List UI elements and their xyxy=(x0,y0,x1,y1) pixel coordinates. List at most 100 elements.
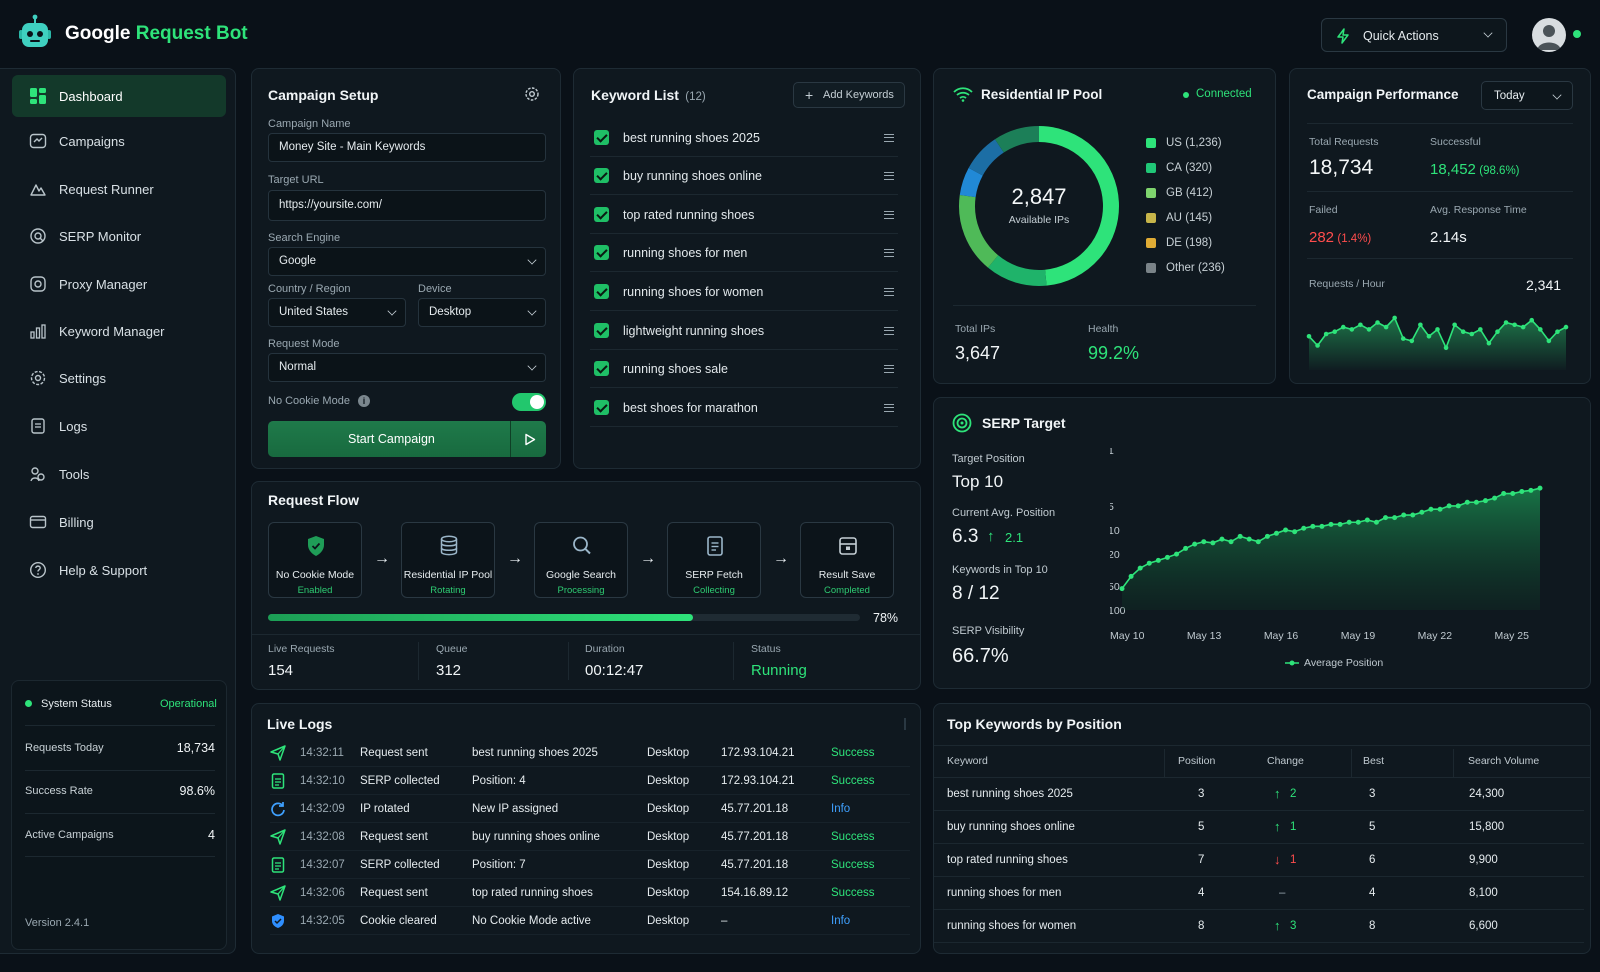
y-tick-label: 5 xyxy=(1110,501,1114,513)
sidebar-item-label: Logs xyxy=(59,418,88,434)
serp-point xyxy=(1237,533,1243,539)
keyword-row[interactable]: running shoes for women xyxy=(590,273,898,311)
sidebar-item-serp-monitor[interactable]: SERP Monitor xyxy=(12,215,226,257)
checkbox[interactable] xyxy=(594,400,609,415)
device-select[interactable]: Desktop xyxy=(418,298,546,327)
table-row[interactable]: running shoes for men 4 – 4 8,100 xyxy=(934,877,1584,910)
y-tick-label: 20 xyxy=(1110,549,1120,561)
log-row[interactable]: 14:32:10 SERP collected Position: 4 Desktop… xyxy=(270,767,910,795)
avatar[interactable] xyxy=(1532,18,1566,52)
logs-scrollbar[interactable] xyxy=(904,718,906,730)
column-header-keyword[interactable]: Keyword xyxy=(947,755,988,767)
checkbox[interactable] xyxy=(594,207,609,222)
checkbox[interactable] xyxy=(594,361,609,376)
add-keywords-button[interactable]: + Add Keywords xyxy=(793,82,905,108)
serp-point xyxy=(1264,533,1270,539)
sidebar-item-settings[interactable]: Settings xyxy=(12,357,226,399)
sidebar-item-tools[interactable]: Tools xyxy=(12,453,226,495)
keywords-top10-value: 8 / 12 xyxy=(952,583,1000,604)
sidebar-item-logs[interactable]: Logs xyxy=(12,405,226,447)
request-flow-title: Request Flow xyxy=(268,492,360,508)
flow-step-google-search[interactable]: Google Search Processing xyxy=(534,522,628,598)
drag-handle-icon[interactable] xyxy=(884,248,894,257)
drag-handle-icon[interactable] xyxy=(884,210,894,219)
table-row[interactable]: buy running shoes online 5 ↑ 1 5 15,800 xyxy=(934,811,1584,844)
keyword-text: running shoes for women xyxy=(623,284,764,299)
table-row[interactable]: running shoes for women 8 ↑ 3 8 6,600 xyxy=(934,910,1584,943)
keyword-row[interactable]: running shoes sale xyxy=(590,350,898,388)
failed-value: 282 xyxy=(1309,229,1335,246)
request-mode-select[interactable]: Normal xyxy=(268,353,546,382)
document-icon xyxy=(270,857,286,876)
sidebar-item-campaigns[interactable]: Campaigns xyxy=(12,120,226,162)
sidebar-item-proxy-manager[interactable]: Proxy Manager xyxy=(12,263,226,305)
sidebar-item-request-runner[interactable]: Request Runner xyxy=(12,168,226,210)
drag-handle-icon[interactable] xyxy=(884,364,894,373)
info-icon[interactable]: i xyxy=(358,395,370,407)
log-row[interactable]: 14:32:09 IP rotated New IP assigned Desktop… xyxy=(270,795,910,823)
keyword-row[interactable]: best shoes for marathon xyxy=(590,389,898,427)
divider xyxy=(25,856,215,857)
sidebar-item-keyword-manager[interactable]: Keyword Manager xyxy=(12,310,226,352)
column-header-change[interactable]: Change xyxy=(1267,755,1304,767)
flow-step-result-save[interactable]: Result Save Completed xyxy=(800,522,894,598)
divider xyxy=(568,642,569,680)
keyword-text: best running shoes 2025 xyxy=(623,130,760,145)
log-row[interactable]: 14:32:06 Request sent top rated running sh… xyxy=(270,879,910,907)
keyword-row[interactable]: running shoes for men xyxy=(590,234,898,272)
table-row[interactable]: best running shoes 2025 3 ↑ 2 3 24,300 xyxy=(934,778,1584,811)
sidebar-item-dashboard[interactable]: Dashboard xyxy=(12,75,226,117)
drag-handle-icon[interactable] xyxy=(884,326,894,335)
log-row[interactable]: 14:32:07 SERP collected Position: 7 Desktop… xyxy=(270,851,910,879)
log-detail: No Cookie Mode active xyxy=(472,915,591,927)
log-device: Desktop xyxy=(647,887,690,899)
target-url-field[interactable]: https://yoursite.com/ xyxy=(268,190,546,221)
total-requests-label: Total Requests xyxy=(1309,136,1379,148)
search-engine-select[interactable]: Google xyxy=(268,247,546,276)
log-time: 14:32:07 xyxy=(300,859,345,871)
keyword-row[interactable]: buy running shoes online xyxy=(590,157,898,195)
checkbox[interactable] xyxy=(594,168,609,183)
avg-response-value: 2.14s xyxy=(1430,229,1467,246)
flow-step-serp-fetch[interactable]: SERP Fetch Collecting xyxy=(667,522,761,598)
sidebar-item-billing[interactable]: Billing xyxy=(12,501,226,543)
start-campaign-button[interactable]: Start Campaign xyxy=(268,421,546,457)
campaign-name-field[interactable]: Money Site - Main Keywords xyxy=(268,133,546,162)
column-header-position[interactable]: Position xyxy=(1178,755,1216,767)
flow-step-no-cookie[interactable]: No Cookie Mode Enabled xyxy=(268,522,362,598)
log-row[interactable]: 14:32:11 Request sent best running shoes 2… xyxy=(270,739,910,767)
country-select[interactable]: United States xyxy=(268,298,406,327)
checkbox[interactable] xyxy=(594,323,609,338)
queue-value: 312 xyxy=(436,662,462,679)
keyword-row[interactable]: lightweight running shoes xyxy=(590,312,898,350)
sparkline-point xyxy=(1520,324,1526,330)
sparkline-point xyxy=(1383,324,1389,330)
column-header-search-volume[interactable]: Search Volume xyxy=(1468,755,1540,767)
sparkline-point xyxy=(1538,327,1543,332)
checkbox[interactable] xyxy=(594,130,609,145)
period-select[interactable]: Today xyxy=(1481,81,1573,110)
table-row[interactable]: top rated running shoes 7 ↓ 1 6 9,900 xyxy=(934,844,1584,877)
checkbox[interactable] xyxy=(594,284,609,299)
quick-actions-dropdown[interactable]: Quick Actions xyxy=(1321,18,1507,52)
drag-handle-icon[interactable] xyxy=(884,403,894,412)
serp-point xyxy=(1501,491,1507,497)
drag-handle-icon[interactable] xyxy=(884,287,894,296)
keyword-row[interactable]: best running shoes 2025 xyxy=(590,119,898,157)
drag-handle-icon[interactable] xyxy=(884,133,894,142)
log-event: Cookie cleared xyxy=(360,915,437,927)
gear-icon[interactable] xyxy=(524,86,540,102)
log-row[interactable]: 14:32:08 Request sent buy running shoes on… xyxy=(270,823,910,851)
drag-handle-icon[interactable] xyxy=(884,171,894,180)
flow-step-ip-pool[interactable]: Residential IP Pool Rotating xyxy=(401,522,495,598)
keyword-row[interactable]: top rated running shoes xyxy=(590,196,898,234)
no-cookie-mode-toggle[interactable] xyxy=(512,393,546,411)
checkbox[interactable] xyxy=(594,245,609,260)
legend-swatch xyxy=(1146,238,1156,248)
serp-point xyxy=(1373,519,1379,525)
log-row[interactable]: 14:32:05 Cookie cleared No Cookie Mode act… xyxy=(270,907,910,935)
divider xyxy=(1307,258,1573,259)
sparkline-point xyxy=(1323,331,1329,337)
sidebar-item-help[interactable]: Help & Support xyxy=(12,549,226,591)
column-header-best[interactable]: Best xyxy=(1363,755,1385,767)
